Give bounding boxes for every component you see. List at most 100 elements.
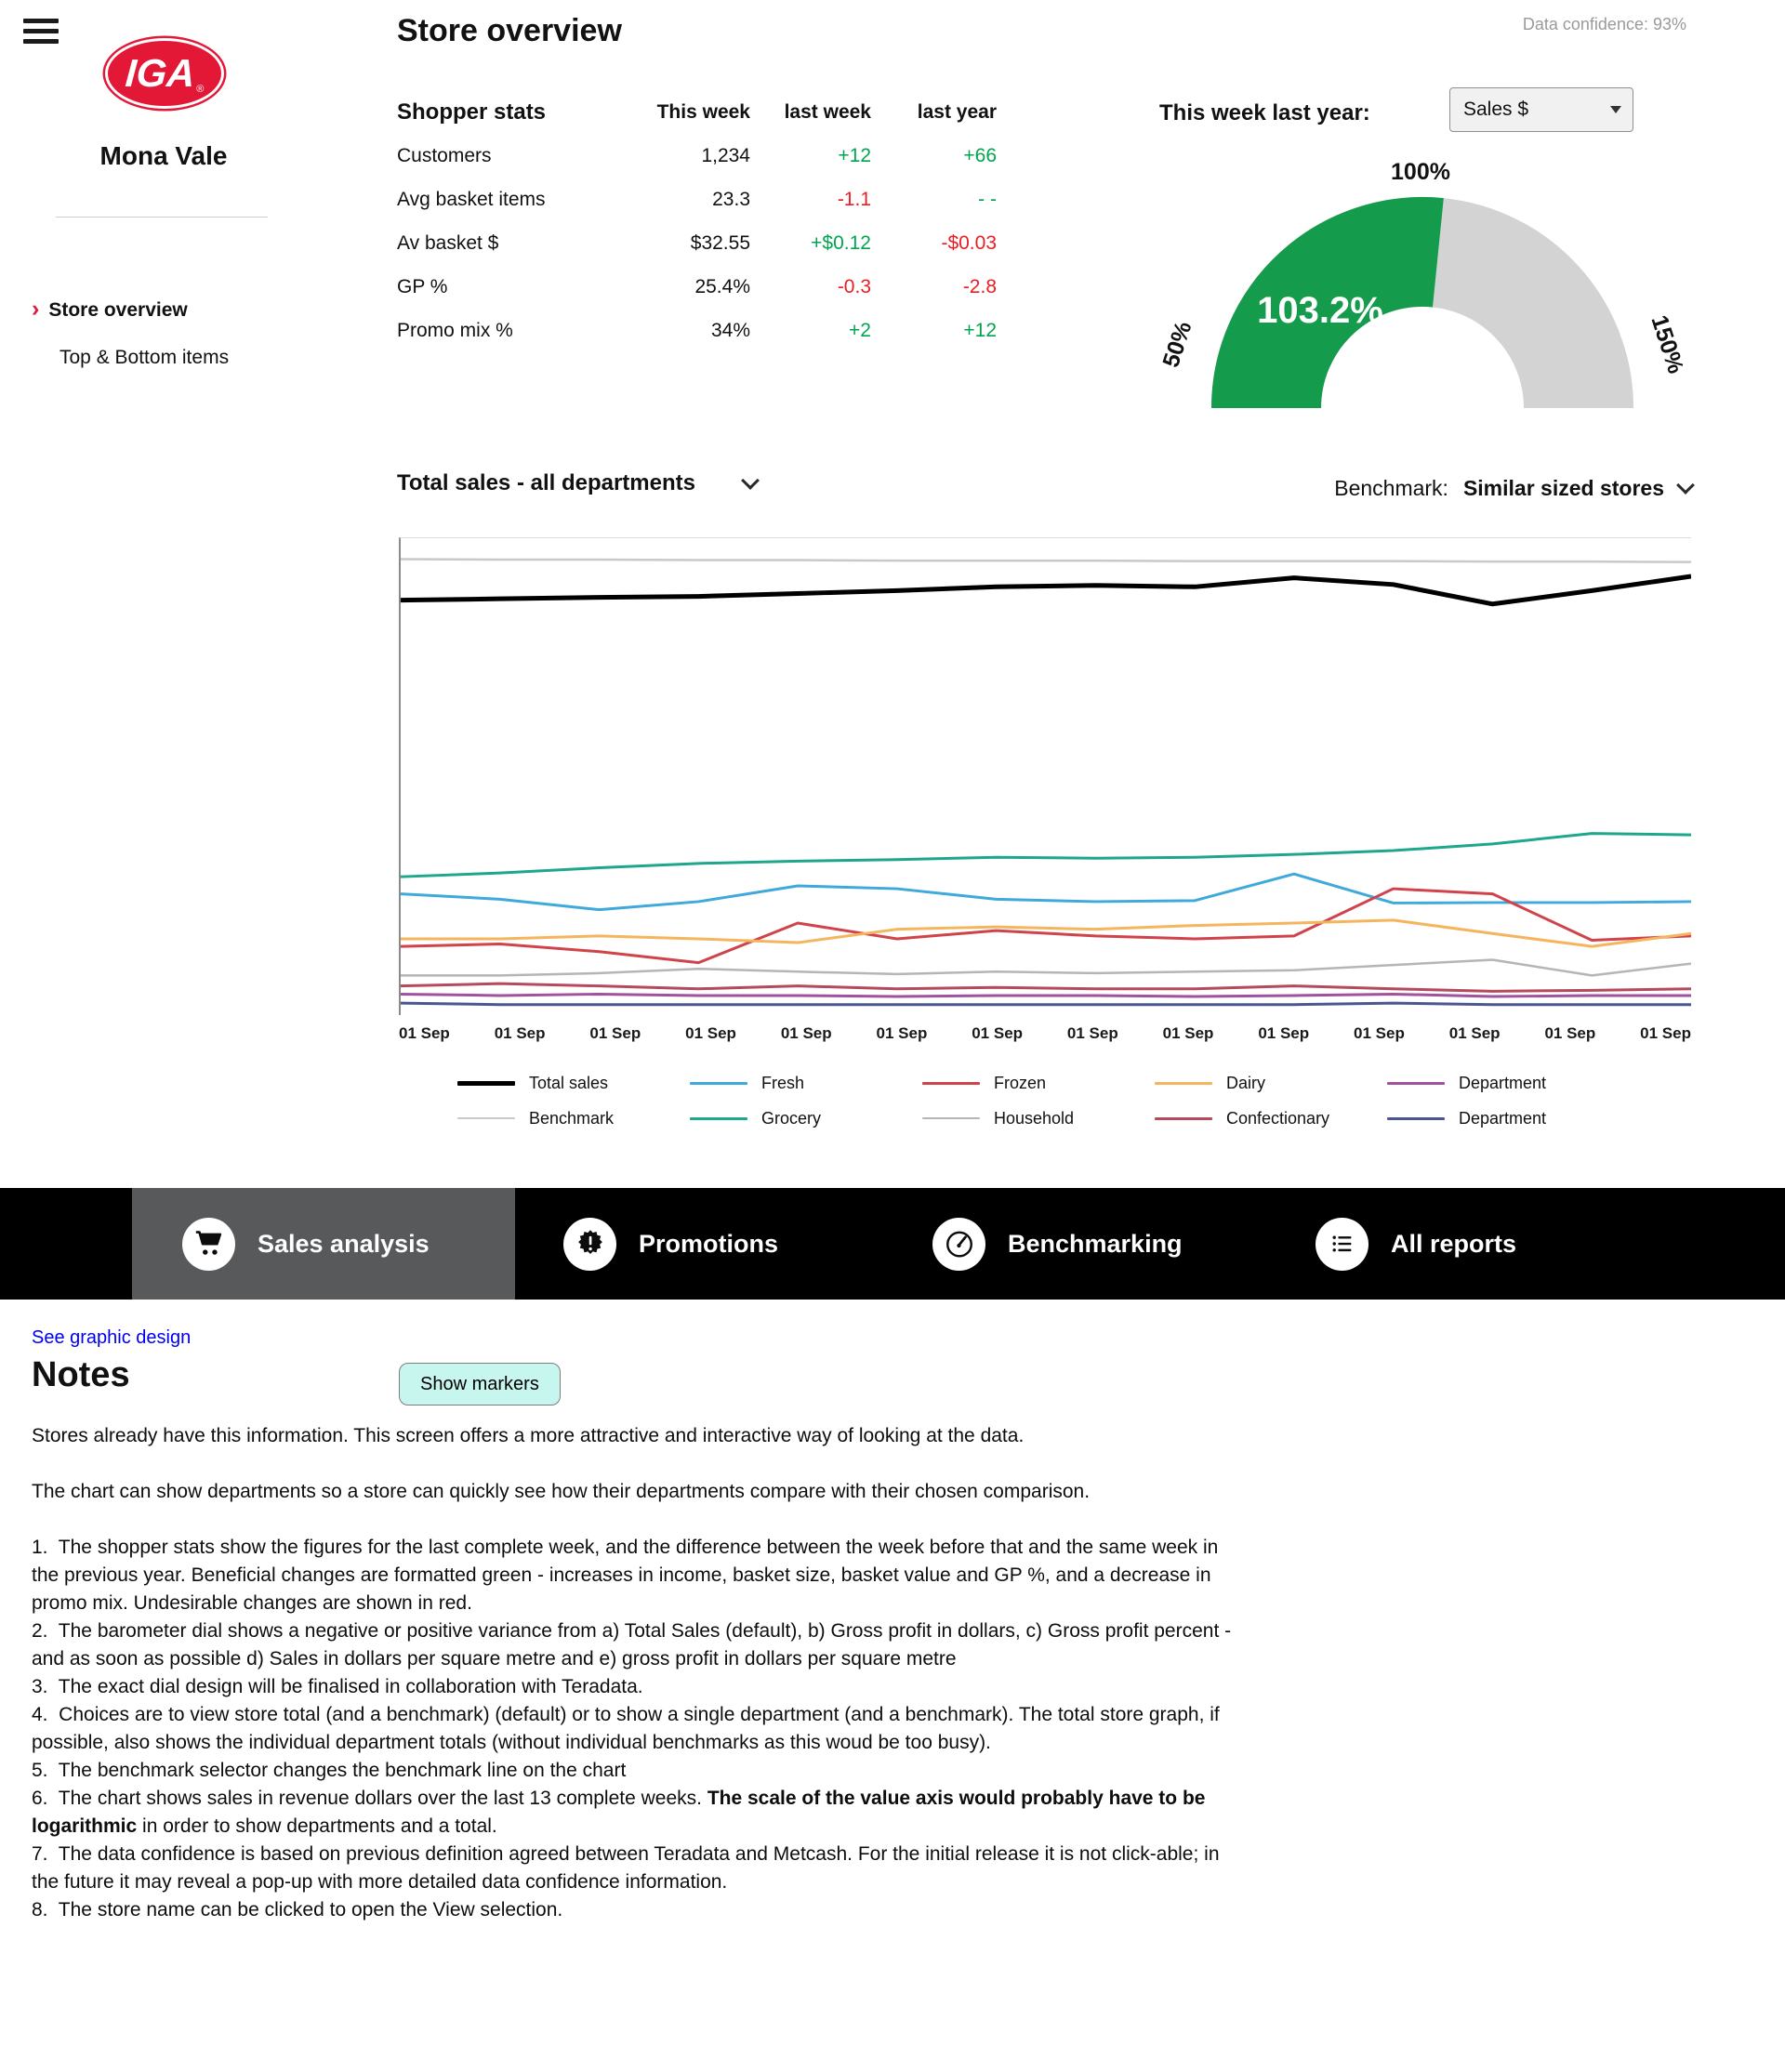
iga-logo-text: IGA — [124, 51, 196, 95]
legend-item-total-sales: Total sales — [457, 1074, 690, 1093]
chart-title: Total sales - all departments — [397, 470, 695, 495]
notes-text: 1. The shopper stats show the figures fo… — [32, 1537, 1219, 1614]
legend-swatch — [457, 1080, 515, 1086]
legend-label: Dairy — [1226, 1073, 1266, 1092]
series-line-confectionary — [401, 982, 1691, 993]
x-axis-label: 01 Sep — [589, 1024, 641, 1042]
legend-label: Grocery — [761, 1108, 822, 1128]
x-axis-label: 01 Sep — [1544, 1024, 1596, 1042]
legend-swatch — [1387, 1081, 1445, 1085]
stat-last-year: -$0.03 — [941, 231, 997, 254]
registered-mark: ® — [196, 84, 205, 95]
gauge-max-label: 150% — [1646, 312, 1683, 376]
chevron-right-icon: › — [32, 296, 40, 322]
legend-label: Department — [1459, 1108, 1547, 1128]
badge-icon — [563, 1217, 616, 1271]
stat-this-week: 34% — [710, 319, 750, 341]
chevron-down-icon — [1610, 106, 1621, 113]
data-confidence: Data confidence: 93% — [1522, 15, 1686, 33]
stat-label: Avg basket items — [397, 188, 546, 210]
sales-line-chart — [399, 537, 1691, 1015]
x-axis-label: 01 Sep — [685, 1024, 736, 1042]
x-axis-label: 01 Sep — [972, 1024, 1024, 1042]
notes-paragraph: 2. The barometer dial shows a negative o… — [32, 1617, 1233, 1673]
stat-this-week: 25.4% — [694, 275, 750, 297]
stat-last-week: +$0.12 — [811, 231, 871, 254]
notes-text: 6. The chart shows sales in revenue doll… — [32, 1788, 707, 1809]
nav-item-sales-analysis[interactable]: Sales analysis — [182, 1188, 430, 1300]
x-axis-label: 01 Sep — [1448, 1024, 1501, 1042]
notes-text: 5. The benchmark selector changes the be… — [32, 1760, 627, 1781]
series-line-grocery — [401, 832, 1691, 878]
legend-swatch — [1387, 1116, 1445, 1120]
chart-title-selector[interactable]: Total sales - all departments — [397, 470, 760, 496]
legend-item-fresh: Fresh — [690, 1074, 922, 1093]
benchmark-value: Similar sized stores — [1462, 476, 1664, 500]
legend-item-household: Household — [922, 1109, 1155, 1128]
stat-last-year: +12 — [963, 319, 997, 341]
iga-logo: IGA ® — [108, 41, 221, 106]
legend-label: Frozen — [994, 1073, 1047, 1092]
stat-last-week: +12 — [838, 144, 871, 166]
nav-item-promotions[interactable]: Promotions — [563, 1188, 778, 1300]
see-graphic-design-link[interactable]: See graphic design — [32, 1327, 192, 1348]
gauge-metric-label: This week last year: — [1159, 100, 1370, 125]
sidebar-item-label: Store overview — [48, 299, 188, 321]
gauge-metric-select[interactable]: Sales $ — [1449, 87, 1633, 132]
show-markers-button[interactable]: Show markers — [399, 1363, 561, 1406]
nav-item-label: Promotions — [639, 1229, 779, 1258]
legend-label: Benchmark — [529, 1108, 615, 1128]
legend-swatch — [1155, 1116, 1212, 1120]
notes-paragraphs: Stores already have this information. Th… — [32, 1422, 1233, 1924]
sidebar-item-label: Top & Bottom items — [60, 347, 230, 368]
x-axis-label: 01 Sep — [494, 1024, 546, 1042]
legend-item-dairy: Dairy — [1155, 1074, 1387, 1093]
gauge-mid-label: 100% — [1391, 159, 1450, 185]
page-title: Store overview — [397, 13, 622, 48]
benchmark-selector[interactable]: Benchmark: Similar sized stores — [1334, 476, 1695, 501]
notes-text: 4. Choices are to view store total (and … — [32, 1704, 1220, 1753]
notes-text: The chart can show departments so a stor… — [32, 1481, 1091, 1502]
hamburger-menu-icon[interactable] — [23, 19, 59, 49]
list-icon — [1316, 1217, 1368, 1271]
notes-paragraph: 3. The exact dial design will be finalis… — [32, 1673, 1233, 1701]
legend-item-department: Department — [1387, 1074, 1620, 1093]
legend-swatch — [457, 1116, 515, 1120]
stat-this-week: 1,234 — [701, 144, 750, 166]
chart-legend: Total sales Benchmark Fresh Grocery Frozen Ho… — [457, 1065, 1620, 1136]
notes-bold-text: The scale of the value axis would probab… — [32, 1788, 1206, 1837]
sidebar-item-top-bottom-items[interactable]: Top & Bottom items — [32, 347, 229, 369]
x-axis-label: 01 Sep — [1066, 1024, 1118, 1042]
stat-row: Av basket $ $32.55 +$0.12 -$0.03 — [397, 221, 1001, 265]
notes-paragraph: 7. The data confidence is based on previ… — [32, 1841, 1233, 1896]
barometer-gauge: 50% 100% 150% 103.2% — [1162, 159, 1683, 410]
stat-last-year: - - — [978, 188, 997, 210]
series-line-total-sales — [401, 574, 1691, 607]
stat-last-week: -0.3 — [837, 275, 871, 297]
legend-label: Household — [994, 1108, 1075, 1128]
legend-item-confectionary: Confectionary — [1155, 1109, 1387, 1128]
notes-text: 3. The exact dial design will be finalis… — [32, 1676, 643, 1697]
x-axis-label: 01 Sep — [1258, 1024, 1310, 1042]
shopper-stats-title: Shopper stats — [397, 99, 547, 125]
bottom-navbar: Sales analysis Promotions Benchmarking All … — [0, 1188, 1785, 1300]
notes-text: 8. The store name can be clicked to open… — [32, 1899, 563, 1920]
chevron-down-icon — [741, 470, 760, 490]
nav-item-all-reports[interactable]: All reports — [1316, 1188, 1516, 1300]
legend-label: Confectionary — [1226, 1108, 1330, 1128]
gauge-metric-select-value: Sales $ — [1463, 99, 1529, 120]
nav-item-label: All reports — [1391, 1229, 1517, 1258]
chart-canvas — [401, 558, 1691, 1007]
sidebar-item-store-overview[interactable]: › Store overview — [32, 297, 229, 322]
nav-item-benchmarking[interactable]: Benchmarking — [932, 1188, 1183, 1300]
legend-item-department: Department — [1387, 1109, 1620, 1128]
column-header-last-year: last year — [917, 101, 997, 123]
benchmark-label: Benchmark: — [1334, 476, 1448, 500]
stat-row: Customers 1,234 +12 +66 — [397, 134, 1001, 178]
store-name[interactable]: Mona Vale — [99, 141, 228, 170]
nav-item-label: Sales analysis — [258, 1229, 430, 1258]
chevron-down-icon — [1676, 476, 1695, 495]
stat-row: Promo mix % 34% +2 +12 — [397, 309, 1001, 352]
stat-this-week: $32.55 — [690, 231, 750, 254]
x-axis-label: 01 Sep — [876, 1024, 928, 1042]
